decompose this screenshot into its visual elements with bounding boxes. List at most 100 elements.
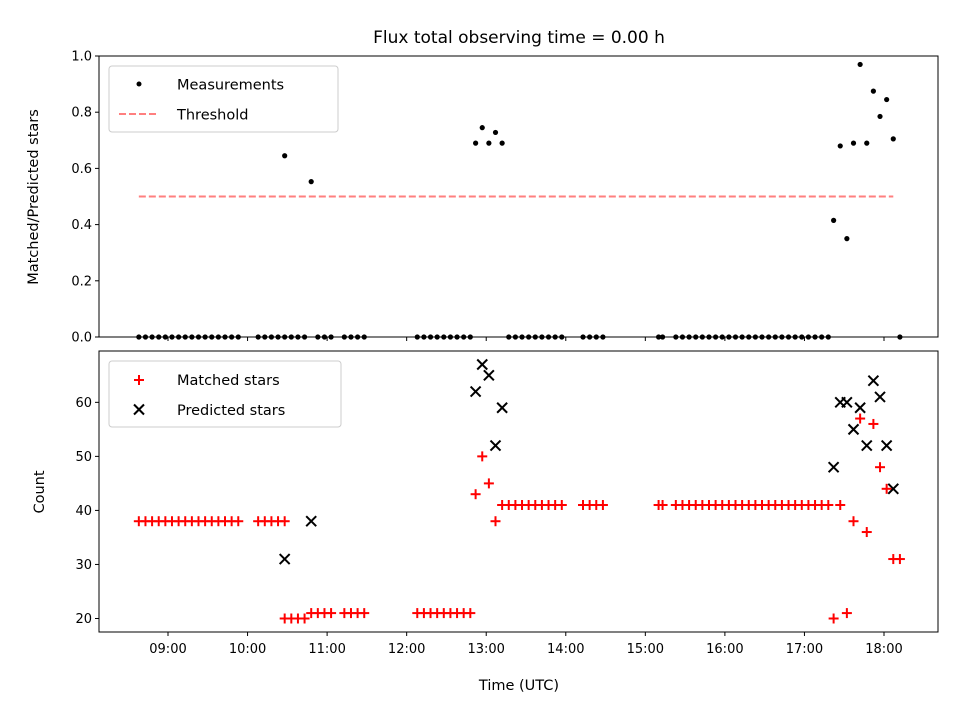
predicted-star-point	[483, 369, 495, 382]
predicted-star-point	[867, 375, 880, 387]
matched-star-point	[233, 516, 244, 527]
bottom-data-layer	[133, 358, 905, 624]
top-y-tick-label: 1.0	[71, 50, 92, 65]
matched-star-point	[828, 613, 839, 624]
matched-star-point	[823, 500, 834, 511]
predicted-star-point	[305, 515, 317, 527]
matched-star-point	[279, 516, 290, 527]
x-tick-label: 11:00	[308, 642, 345, 657]
matched-star-point	[597, 500, 608, 511]
predicted-star-point	[854, 402, 866, 414]
bottom-x-ticks: 09:00 10:00 11:00 12:00 13:00 14:00 15:00 16:00…	[149, 632, 903, 657]
matched-star-point	[868, 418, 879, 429]
x-tick-label: 14:00	[547, 642, 584, 657]
predicted-star-point	[880, 439, 893, 452]
bottom-y-tick-label: 60	[75, 396, 92, 411]
predicted-star-point	[887, 483, 899, 495]
measurement-point	[870, 88, 876, 94]
predicted-star-point	[496, 402, 508, 414]
legend-label-threshold: Threshold	[176, 108, 248, 124]
predicted-star-point	[278, 553, 291, 565]
legend-label-measurements: Measurements	[177, 78, 284, 94]
measurement-point	[844, 236, 850, 242]
matched-star-point	[470, 489, 481, 500]
bottom-y-tick-label: 50	[75, 450, 92, 465]
predicted-star-point	[476, 358, 488, 371]
predicted-star-point	[874, 391, 886, 403]
measurement-point	[473, 140, 479, 146]
measurement-point	[850, 140, 857, 146]
x-tick-label: 15:00	[627, 642, 664, 657]
x-tick-label: 18:00	[865, 642, 902, 657]
bottom-panel: 20 30 40 50 60 09:00 10:00 11:00 12:00 13:00 14:0…	[32, 350, 939, 657]
x-tick-label: 17:00	[786, 642, 823, 657]
top-y-tick-label: 0.2	[71, 274, 92, 289]
x-tick-label: 12:00	[388, 642, 425, 657]
measurement-point	[864, 140, 870, 146]
matched-star-point	[326, 608, 337, 619]
matched-star-point	[848, 516, 859, 527]
bottom-plot-frame	[98, 350, 939, 633]
measurement-point	[884, 96, 890, 103]
predicted-star-point	[847, 423, 860, 436]
top-legend-frame	[108, 65, 339, 133]
measurement-point	[857, 61, 863, 68]
matched-star-point	[657, 500, 668, 511]
bottom-y-ticks: 20 30 40 50 60	[75, 396, 99, 627]
legend-marker-predicted-stars	[133, 403, 145, 416]
matched-star-point	[835, 500, 846, 511]
matched-star-point	[841, 608, 852, 619]
measurement-point	[282, 153, 288, 159]
top-y-tick-label: 0.6	[71, 162, 92, 177]
matched-star-point	[483, 478, 494, 489]
bottom-y-axis-label: Count	[32, 470, 48, 513]
x-axis-label: Time (UTC)	[478, 678, 559, 694]
predicted-star-point	[827, 461, 840, 473]
top-y-ticks: 0.0 0.2 0.4 0.6 0.8 1.0	[71, 50, 99, 346]
top-x-ticks	[167, 337, 885, 341]
top-panel: 0.0 0.2 0.4 0.6 0.8 1.0 Matched/Predicted sta…	[26, 50, 939, 346]
matched-star-point	[465, 608, 476, 619]
measurement-point	[499, 140, 505, 146]
x-tick-label: 10:00	[229, 642, 266, 657]
bottom-legend: Matched stars Predicted stars	[108, 360, 342, 428]
predicted-star-point	[841, 396, 853, 409]
top-y-axis-label: Matched/Predicted stars	[26, 109, 42, 285]
bottom-y-tick-label: 20	[75, 612, 92, 627]
x-tick-label: 09:00	[149, 642, 186, 657]
x-tick-label: 16:00	[706, 642, 743, 657]
top-legend: Measurements Threshold	[108, 65, 339, 133]
matched-star-point	[881, 483, 892, 494]
legend-label-predicted-stars: Predicted stars	[177, 403, 285, 419]
measurement-point	[308, 179, 314, 185]
top-y-tick-label: 0.8	[71, 106, 92, 121]
measurement-point	[831, 217, 837, 223]
measurement-point	[837, 143, 843, 149]
x-tick-label: 13:00	[467, 642, 504, 657]
bottom-y-tick-label: 30	[75, 558, 92, 573]
measurement-point	[890, 136, 896, 142]
matched-star-point	[894, 554, 905, 565]
legend-marker-measurements	[136, 81, 142, 87]
measurement-point	[486, 140, 492, 146]
matched-star-point	[556, 500, 567, 511]
legend-label-matched-stars: Matched stars	[177, 373, 280, 389]
matched-star-point	[861, 527, 872, 538]
measurement-point	[479, 125, 485, 131]
top-y-tick-label: 0.0	[71, 331, 92, 346]
matched-star-point	[477, 451, 488, 462]
matched-star-point	[875, 462, 886, 473]
chart-title: Flux total observing time = 0.00 h	[373, 28, 665, 48]
top-plot-frame	[98, 55, 939, 338]
predicted-star-point	[489, 439, 502, 452]
matched-star-point	[490, 516, 501, 527]
top-y-tick-label: 0.4	[71, 218, 92, 233]
legend-marker-matched-stars	[134, 375, 144, 385]
matched-star-point	[855, 413, 866, 424]
predicted-star-point	[861, 439, 873, 452]
matched-star-point	[359, 608, 370, 619]
predicted-star-point	[469, 385, 482, 398]
bottom-y-tick-label: 40	[75, 504, 92, 519]
measurement-point	[492, 129, 499, 136]
